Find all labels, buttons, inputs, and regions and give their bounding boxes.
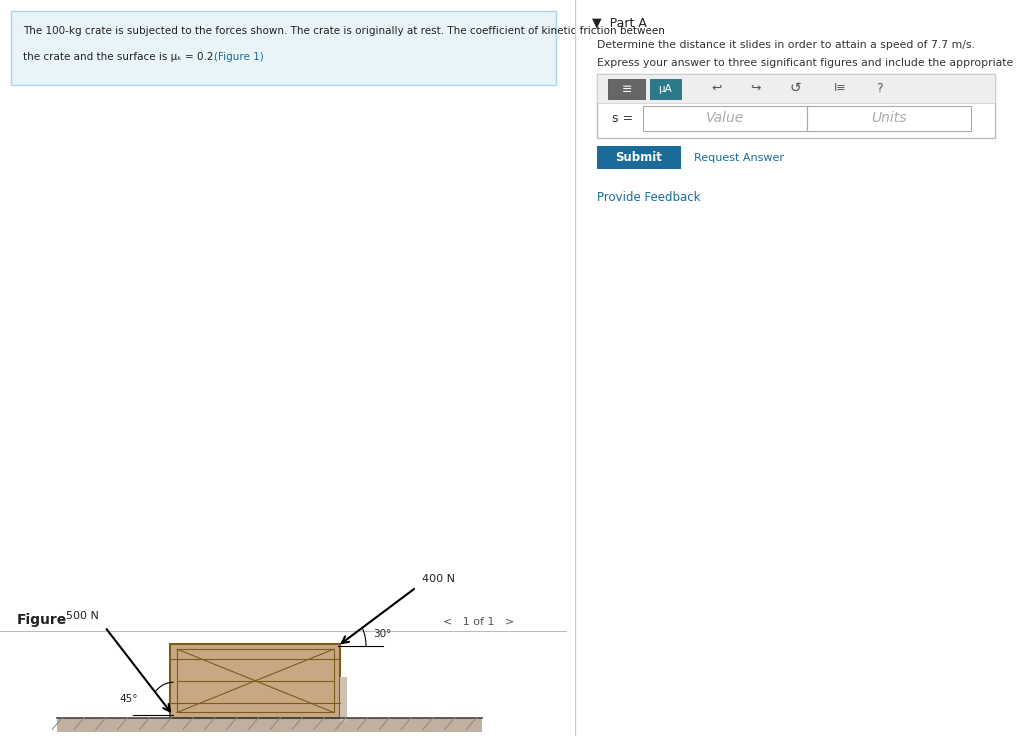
Text: (Figure 1): (Figure 1) xyxy=(214,52,263,62)
Bar xyxy=(57,718,482,732)
Text: ↺: ↺ xyxy=(790,81,801,96)
Text: Submit: Submit xyxy=(615,151,662,164)
Text: ?: ? xyxy=(877,82,883,95)
Text: <   1 of 1   >: < 1 of 1 > xyxy=(442,617,514,627)
Text: 45°: 45° xyxy=(119,694,137,704)
Text: the crate and the surface is μₖ = 0.2.: the crate and the surface is μₖ = 0.2. xyxy=(22,52,223,62)
Bar xyxy=(597,146,680,169)
Text: Value: Value xyxy=(706,111,744,126)
Text: μA: μA xyxy=(658,84,672,94)
Bar xyxy=(177,649,334,712)
Text: Request Answer: Request Answer xyxy=(694,152,784,163)
FancyBboxPatch shape xyxy=(11,11,556,85)
Bar xyxy=(597,74,995,103)
Bar xyxy=(806,106,970,131)
Text: Determine the distance it slides in order to attain a speed of 7.7 m/s.: Determine the distance it slides in orde… xyxy=(597,40,974,50)
Text: ≡: ≡ xyxy=(621,82,632,96)
Text: 500 N: 500 N xyxy=(66,611,100,621)
Bar xyxy=(341,677,347,721)
Bar xyxy=(650,79,680,99)
Text: ↪: ↪ xyxy=(751,82,762,95)
Text: 30°: 30° xyxy=(373,629,392,640)
Bar xyxy=(608,79,646,99)
Bar xyxy=(170,644,341,718)
Text: Provide Feedback: Provide Feedback xyxy=(597,191,701,205)
Text: The 100-kg crate is subjected to the forces shown. The crate is originally at re: The 100-kg crate is subjected to the for… xyxy=(22,26,664,36)
Text: Express your answer to three significant figures and include the appropriate uni: Express your answer to three significant… xyxy=(597,58,1017,68)
Bar xyxy=(597,74,995,138)
Bar xyxy=(643,106,806,131)
Text: Units: Units xyxy=(871,111,906,126)
Text: Figure: Figure xyxy=(17,613,67,627)
Text: s =: s = xyxy=(612,112,634,125)
Text: ↩: ↩ xyxy=(711,82,721,95)
Text: 400 N: 400 N xyxy=(422,573,455,584)
Text: ▼  Part A: ▼ Part A xyxy=(592,16,647,29)
Text: I≡: I≡ xyxy=(834,83,846,93)
